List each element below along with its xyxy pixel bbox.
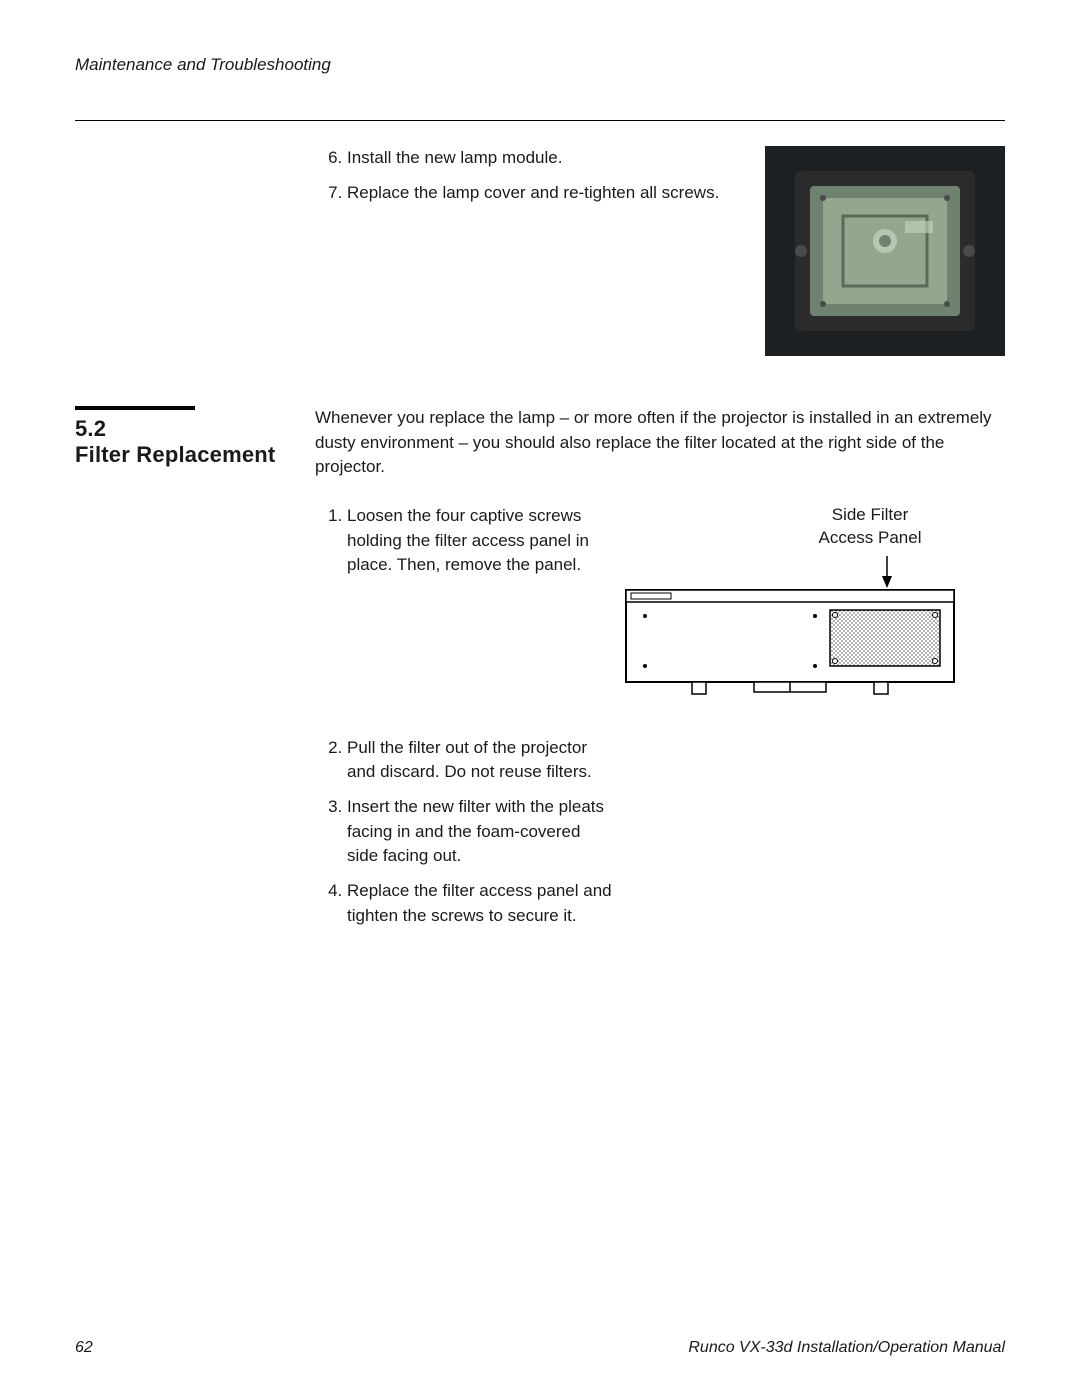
list-item: Insert the new filter with the pleats fa… xyxy=(347,795,615,869)
section-heading-row: 5.2 Filter Replacement Whenever you repl… xyxy=(75,406,1005,494)
lamp-steps-row: Install the new lamp module. Replace the… xyxy=(75,146,1005,356)
diagram-caption-line1: Side Filter xyxy=(832,505,909,524)
page-footer: 62 Runco VX-33d Installation/Operation M… xyxy=(75,1339,1005,1357)
list-item: Replace the filter access panel and tigh… xyxy=(347,879,615,928)
document-page: Maintenance and Troubleshooting Install … xyxy=(0,0,1080,1397)
filter-step1-row: Loosen the four captive screws holding t… xyxy=(75,504,1005,706)
section-title: Filter Replacement xyxy=(75,442,295,468)
side-panel-diagram xyxy=(625,556,955,706)
section-number: 5.2 xyxy=(75,416,295,442)
list-item: Install the new lamp module. xyxy=(347,146,745,171)
list-item: Pull the filter out of the projector and… xyxy=(347,736,615,785)
diagram-caption: Side Filter Access Panel xyxy=(625,504,955,550)
footer-manual-title: Runco VX-33d Installation/Operation Manu… xyxy=(688,1339,1005,1357)
top-horizontal-rule xyxy=(75,120,1005,121)
section-intro: Whenever you replace the lamp – or more … xyxy=(315,406,1005,480)
lamp-photo-svg xyxy=(765,146,1005,356)
lamp-steps-list: Install the new lamp module. Replace the… xyxy=(315,146,745,205)
filter-steps-a: Loosen the four captive screws holding t… xyxy=(315,504,605,578)
section-rule xyxy=(75,406,195,410)
filter-steps-b: Pull the filter out of the projector and… xyxy=(315,736,615,928)
page-number: 62 xyxy=(75,1339,93,1357)
list-item: Loosen the four captive screws holding t… xyxy=(347,504,605,578)
running-head: Maintenance and Troubleshooting xyxy=(75,55,1005,75)
diagram-caption-line2: Access Panel xyxy=(819,528,922,547)
list-item: Replace the lamp cover and re-tighten al… xyxy=(347,181,745,206)
lamp-compartment-photo xyxy=(765,146,1005,356)
filter-steps-b-row: Pull the filter out of the projector and… xyxy=(75,736,1005,938)
